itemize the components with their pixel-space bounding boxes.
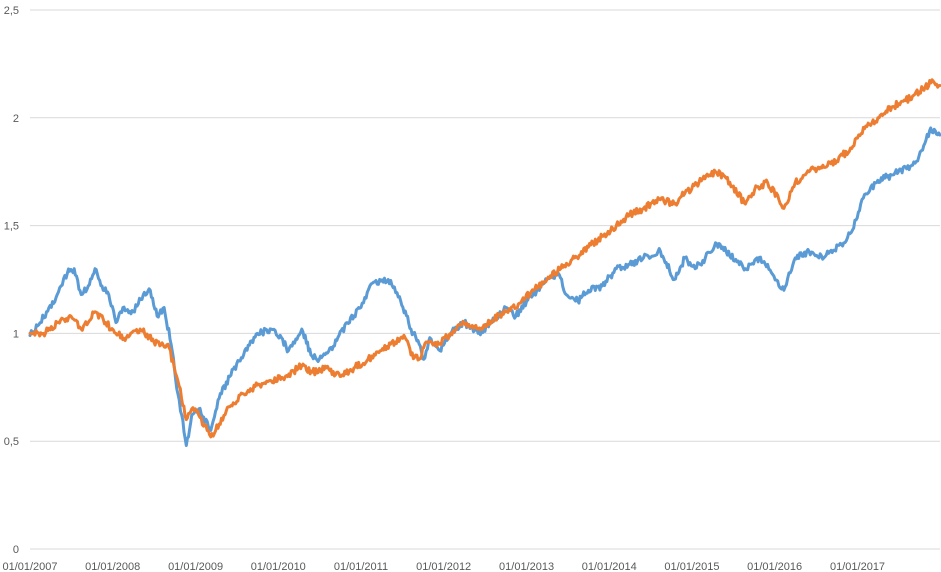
- y-tick-label: 0,5: [4, 436, 19, 448]
- gridlines: [30, 9, 940, 550]
- x-axis-tick-labels: 01/01/2007 01/01/2008 01/01/2009 01/01/2010…: [2, 561, 885, 572]
- x-tick-label: 01/01/2009: [168, 561, 223, 572]
- x-tick-label: 01/01/2016: [747, 561, 802, 572]
- x-tick-label: 01/01/2014: [582, 561, 637, 572]
- y-axis-tick-labels: 0 0,5 1 1,5 2 2,5: [4, 5, 19, 556]
- x-tick-label: 01/01/2007: [2, 561, 57, 572]
- y-tick-label: 2: [13, 113, 19, 125]
- series-lines: [28, 78, 941, 447]
- y-tick-label: 0: [13, 544, 19, 556]
- x-tick-label: 01/01/2015: [664, 561, 719, 572]
- y-tick-label: 1,5: [4, 221, 19, 233]
- x-tick-label: 01/01/2011: [334, 561, 388, 572]
- x-tick-label: 01/01/2017: [830, 561, 885, 572]
- x-tick-label: 01/01/2008: [85, 561, 140, 572]
- y-tick-label: 1: [13, 328, 19, 340]
- x-tick-label: 01/01/2013: [499, 561, 554, 572]
- series-line-1: [28, 126, 941, 447]
- y-tick-label: 2,5: [4, 5, 19, 17]
- x-tick-label: 01/01/2012: [416, 561, 471, 572]
- x-tick-label: 01/01/2010: [251, 561, 306, 572]
- series-line-2: [28, 78, 941, 439]
